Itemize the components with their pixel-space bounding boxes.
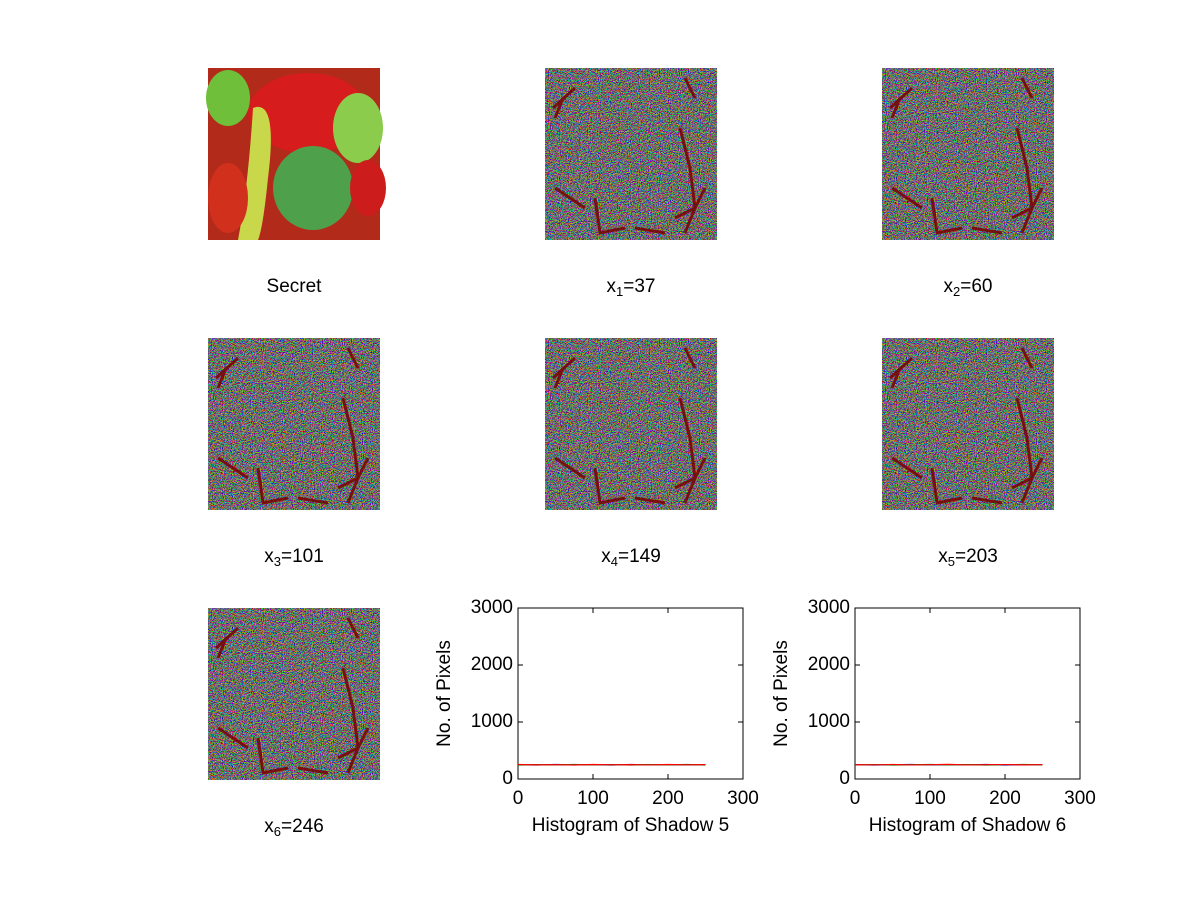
caption-value: =37 bbox=[623, 276, 655, 297]
y-tick-label: 3000 bbox=[471, 597, 513, 618]
caption-var: x bbox=[264, 816, 274, 837]
caption-sub: 1 bbox=[616, 284, 623, 299]
y-tick-label: 1000 bbox=[471, 711, 513, 732]
caption-var: x bbox=[944, 276, 954, 297]
caption-value: =60 bbox=[960, 276, 992, 297]
series-line bbox=[517, 763, 706, 766]
y-tick-label: 2000 bbox=[471, 654, 513, 675]
caption: x4=149 bbox=[601, 546, 661, 569]
axes-box bbox=[854, 607, 1081, 780]
series-line bbox=[854, 763, 1043, 766]
caption-value: =246 bbox=[281, 816, 324, 837]
x-tick-label: 0 bbox=[513, 788, 524, 809]
caption: Secret bbox=[267, 276, 323, 297]
secret-image bbox=[206, 68, 386, 240]
caption-sub: 3 bbox=[274, 554, 281, 569]
y-tick-label: 3000 bbox=[808, 597, 850, 618]
x-tick-label: 100 bbox=[577, 788, 609, 809]
noise bbox=[545, 338, 717, 510]
x-axis-label: Histogram of Shadow 5 bbox=[532, 815, 730, 836]
pepper bbox=[333, 93, 383, 163]
noise bbox=[208, 608, 380, 780]
shadow-image bbox=[208, 338, 380, 510]
caption-value: =149 bbox=[618, 546, 661, 567]
caption-sub: 5 bbox=[948, 554, 955, 569]
noise bbox=[545, 68, 717, 240]
caption-sub: 2 bbox=[953, 284, 960, 299]
caption-var: x bbox=[264, 546, 274, 567]
caption: x5=203 bbox=[938, 546, 998, 569]
caption-value: =203 bbox=[955, 546, 998, 567]
noise bbox=[208, 338, 380, 510]
caption-sub: 4 bbox=[611, 554, 618, 569]
x-tick-label: 200 bbox=[652, 788, 684, 809]
x-tick-label: 200 bbox=[989, 788, 1021, 809]
caption: x6=246 bbox=[264, 816, 324, 839]
caption-var: x bbox=[607, 276, 617, 297]
noise bbox=[882, 68, 1054, 240]
pepper bbox=[350, 160, 386, 216]
x-axis-label: Histogram of Shadow 6 bbox=[869, 815, 1067, 836]
y-axis-label: No. of Pixels bbox=[771, 640, 792, 747]
y-tick-label: 1000 bbox=[808, 711, 850, 732]
y-tick-label: 0 bbox=[502, 768, 513, 789]
shadow-image bbox=[882, 68, 1054, 240]
shadow-image bbox=[545, 338, 717, 510]
caption-var: x bbox=[601, 546, 611, 567]
caption: x3=101 bbox=[264, 546, 324, 569]
caption: x1=37 bbox=[607, 276, 656, 299]
pepper bbox=[206, 70, 250, 126]
shadow-image bbox=[545, 68, 717, 240]
noise bbox=[882, 338, 1054, 510]
shadow-image bbox=[208, 608, 380, 780]
shadow-image bbox=[882, 338, 1054, 510]
x-tick-label: 0 bbox=[850, 788, 861, 809]
caption: x2=60 bbox=[944, 276, 993, 299]
caption-sub: 6 bbox=[274, 824, 281, 839]
axes-box bbox=[517, 607, 744, 780]
x-tick-label: 100 bbox=[914, 788, 946, 809]
y-tick-label: 0 bbox=[839, 768, 850, 789]
pepper bbox=[208, 163, 248, 233]
caption-var: x bbox=[938, 546, 948, 567]
pepper bbox=[273, 146, 353, 230]
x-tick-label: 300 bbox=[727, 788, 759, 809]
x-tick-label: 300 bbox=[1064, 788, 1096, 809]
y-axis-label: No. of Pixels bbox=[434, 640, 455, 747]
caption-value: =101 bbox=[281, 546, 324, 567]
y-tick-label: 2000 bbox=[808, 654, 850, 675]
